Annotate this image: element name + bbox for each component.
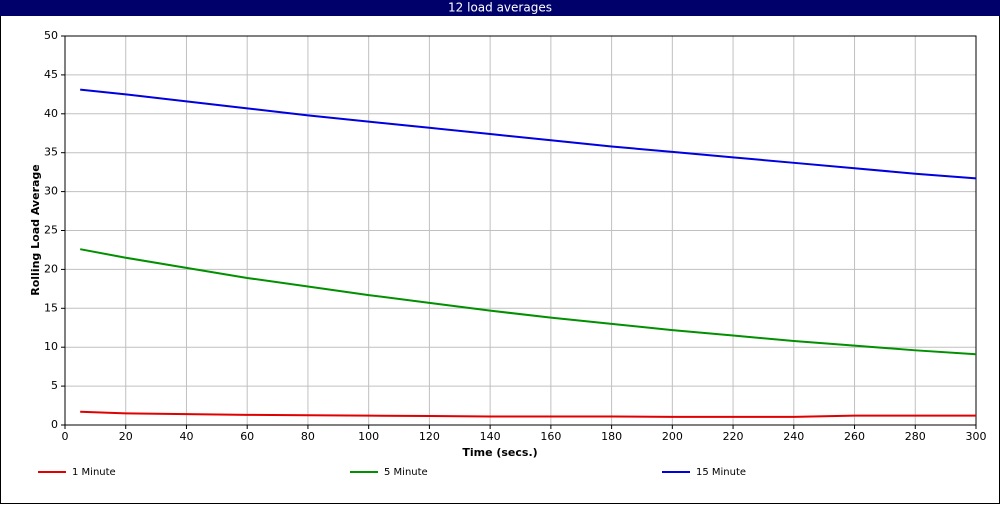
- x-tick-label: 180: [601, 430, 622, 443]
- x-tick-label: 120: [419, 430, 440, 443]
- x-tick-label: 160: [540, 430, 561, 443]
- y-tick-label: 10: [44, 340, 58, 353]
- plot-border: [64, 35, 977, 426]
- x-tick-label: 220: [723, 430, 744, 443]
- y-tick-label: 5: [51, 379, 58, 392]
- y-tick-label: 30: [44, 185, 58, 198]
- legend-label: 1 Minute: [72, 467, 116, 478]
- x-tick-label: 0: [62, 430, 69, 443]
- x-tick-label: 40: [179, 430, 193, 443]
- x-tick-label: 20: [119, 430, 133, 443]
- x-tick-label: 60: [240, 430, 254, 443]
- x-tick-label: 300: [966, 430, 987, 443]
- x-tick-label: 80: [301, 430, 315, 443]
- series-line: [80, 88, 977, 180]
- legend-label: 15 Minute: [696, 467, 746, 478]
- x-tick-label: 140: [480, 430, 501, 443]
- series-line: [79, 248, 977, 356]
- y-tick-label: 50: [44, 29, 58, 42]
- y-tick-label: 40: [44, 107, 58, 120]
- y-tick-label: 20: [44, 262, 58, 275]
- x-tick-label: 260: [844, 430, 865, 443]
- x-axis-label: Time (secs.): [462, 446, 537, 459]
- title-bar: [0, 0, 1000, 16]
- y-tick-label: 45: [44, 68, 58, 81]
- chart-title: 12 load averages: [448, 1, 552, 15]
- x-tick-label: 100: [358, 430, 379, 443]
- x-tick-label: 200: [662, 430, 683, 443]
- y-tick-label: 25: [44, 224, 58, 237]
- y-axis-label: Rolling Load Average: [29, 164, 42, 296]
- legend-label: 5 Minute: [384, 467, 428, 478]
- y-tick-label: 15: [44, 301, 58, 314]
- x-tick-label: 280: [905, 430, 926, 443]
- y-tick-label: 35: [44, 146, 58, 159]
- series-line: [80, 410, 976, 418]
- x-tick-label: 240: [783, 430, 804, 443]
- y-tick-label: 0: [51, 418, 58, 431]
